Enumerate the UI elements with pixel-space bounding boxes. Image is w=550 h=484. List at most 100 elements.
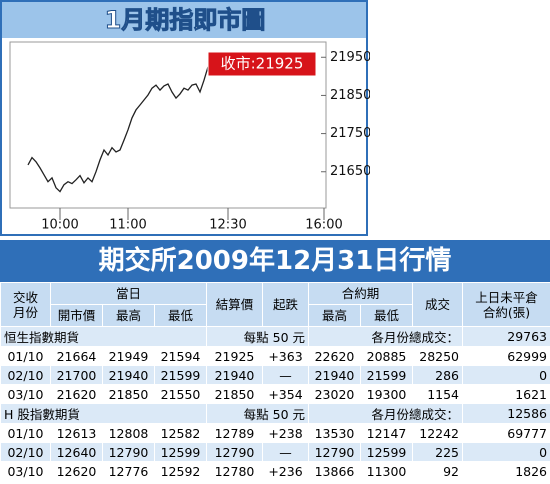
data-cell: 1154 — [412, 384, 464, 404]
data-cell: 12242 — [412, 423, 464, 443]
data-cell: 225 — [412, 442, 464, 462]
data-cell: 12780 — [206, 461, 263, 481]
data-cell: 21925 — [206, 346, 263, 366]
header-cell: 最高 — [102, 304, 155, 327]
total-label: 各月份總成交： — [307, 326, 464, 347]
y-tick-label: 21750 — [330, 126, 370, 141]
data-cell: +354 — [262, 384, 309, 404]
header-cell: 結算價 — [206, 282, 263, 327]
data-cell: — — [262, 442, 309, 462]
y-tick-label: 21950 — [330, 50, 370, 65]
data-cell: 21664 — [50, 346, 103, 366]
data-cell: 02/10 — [0, 365, 51, 385]
close-box — [207, 51, 317, 77]
data-cell: 13866 — [308, 461, 361, 481]
data-cell: 03/10 — [0, 461, 51, 481]
data-row: 01/10 21664 21949 21594 21925 +363 22620 20885 2… — [0, 346, 550, 366]
header-line: 月份 — [12, 304, 38, 320]
data-row: 01/10 12613 12808 12582 12789 +238 13530 12147 1… — [0, 423, 550, 443]
data-cell: +236 — [262, 461, 309, 481]
header-cell: 最低 — [154, 304, 207, 327]
chart: 1月期指即市圖 21650 21750 21850 21950 10:00 11:00 12… — [0, 0, 370, 236]
header-cell: 交收 月份 — [0, 282, 51, 327]
data-cell: 21700 — [50, 365, 103, 385]
data-cell: 12592 — [154, 461, 207, 481]
header-cell: 當日 — [50, 282, 207, 305]
data-cell: 1621 — [462, 384, 550, 404]
header-row: 交收 月份 當日 結算價 起跌 合約期 成交 上日未平倉 合約(張) — [0, 282, 550, 327]
data-cell: 01/10 — [0, 423, 51, 443]
group-name: H 股指數期貨 — [0, 403, 207, 424]
price-line — [27, 66, 209, 193]
total-label: 各月份總成交： — [307, 403, 464, 424]
x-tick-label: 16:00 — [305, 218, 342, 233]
data-cell: — — [262, 365, 309, 385]
data-cell: 28250 — [412, 346, 464, 366]
data-cell: 12776 — [102, 461, 155, 481]
header-cell: 成交 — [412, 282, 464, 327]
data-cell: 21599 — [154, 365, 207, 385]
data-cell: 21620 — [50, 384, 103, 404]
data-cell: 69777 — [462, 423, 550, 443]
data-cell: 13530 — [308, 423, 361, 443]
data-cell: 21940 — [308, 365, 361, 385]
data-cell: 12613 — [50, 423, 103, 443]
point-value: 每點 50 元 — [206, 326, 309, 347]
data-cell: 286 — [412, 365, 464, 385]
data-cell: 12789 — [206, 423, 263, 443]
y-tick-label: 21650 — [330, 164, 370, 179]
header-line: 交收 — [12, 289, 38, 305]
total-volume: 12586 — [462, 403, 550, 424]
data-cell: 23020 — [308, 384, 361, 404]
data-cell: 12790 — [206, 442, 263, 462]
data-cell: 92 — [412, 461, 464, 481]
data-cell: 21850 — [206, 384, 263, 404]
title-band — [2, 2, 366, 38]
x-tick-label: 11:00 — [109, 218, 146, 233]
data-cell: +363 — [262, 346, 309, 366]
header-line: 合約(張) — [482, 304, 531, 320]
data-cell: 12599 — [359, 442, 414, 462]
data-cell: 0 — [462, 365, 550, 385]
data-cell: 12147 — [359, 423, 414, 443]
data-cell: 21850 — [102, 384, 155, 404]
data-cell: 21599 — [359, 365, 414, 385]
y-tick-label: 21850 — [330, 88, 370, 103]
header-cell: 最高 — [308, 304, 361, 327]
data-cell: 12599 — [154, 442, 207, 462]
data-cell: 1826 — [462, 461, 550, 481]
data-cell: 03/10 — [0, 384, 51, 404]
data-cell: 19300 — [359, 384, 414, 404]
group-row: 恒生指數期貨 每點 50 元各月份總成交： 29763 — [0, 326, 550, 347]
data-cell: 21550 — [154, 384, 207, 404]
header-cell: 合約期 — [307, 282, 414, 305]
data-row: 03/10 12620 12776 12592 12780 +236 13866 11300 9… — [0, 461, 550, 481]
group-row: H 股指數期貨 每點 50 元各月份總成交： 12586 — [0, 403, 550, 424]
header-cell: 起跌 — [262, 282, 309, 327]
data-cell: 21949 — [102, 346, 155, 366]
group-name: 恒生指數期貨 — [0, 326, 207, 347]
data-cell: 12640 — [50, 442, 103, 462]
data-row: 02/10 12640 12790 12599 12790—12790 12599 225 0 — [0, 442, 550, 462]
header-row: 開市價 最高 最低 最高 最低 — [1, 304, 550, 327]
data-cell: 02/10 — [0, 442, 51, 462]
chart-title: 1月期指即市圖 — [105, 6, 266, 34]
data-cell: 12582 — [154, 423, 207, 443]
table-title: 期交所2009年12月31日行情 — [0, 240, 550, 282]
x-tick-label: 10:00 — [41, 218, 78, 233]
header-cell: 上日未平倉 合約(張) — [462, 282, 550, 327]
close-annotation: 收市:21925 — [221, 55, 304, 73]
data-cell: 62999 — [462, 346, 550, 366]
data-cell: 21940 — [206, 365, 263, 385]
header-line: 上日未平倉 — [475, 289, 538, 305]
data-row: 03/10 21620 21850 21550 21850 +354 23020 19300 1… — [0, 384, 550, 404]
header-cell: 開市價 — [50, 304, 103, 327]
x-tick-label: 12:30 — [209, 218, 246, 233]
data-cell: 0 — [462, 442, 550, 462]
data-cell: 12620 — [50, 461, 103, 481]
data-cell: +238 — [262, 423, 309, 443]
data-cell: 12790 — [308, 442, 361, 462]
data-cell: 21940 — [102, 365, 155, 385]
header-cell: 最低 — [359, 304, 414, 327]
